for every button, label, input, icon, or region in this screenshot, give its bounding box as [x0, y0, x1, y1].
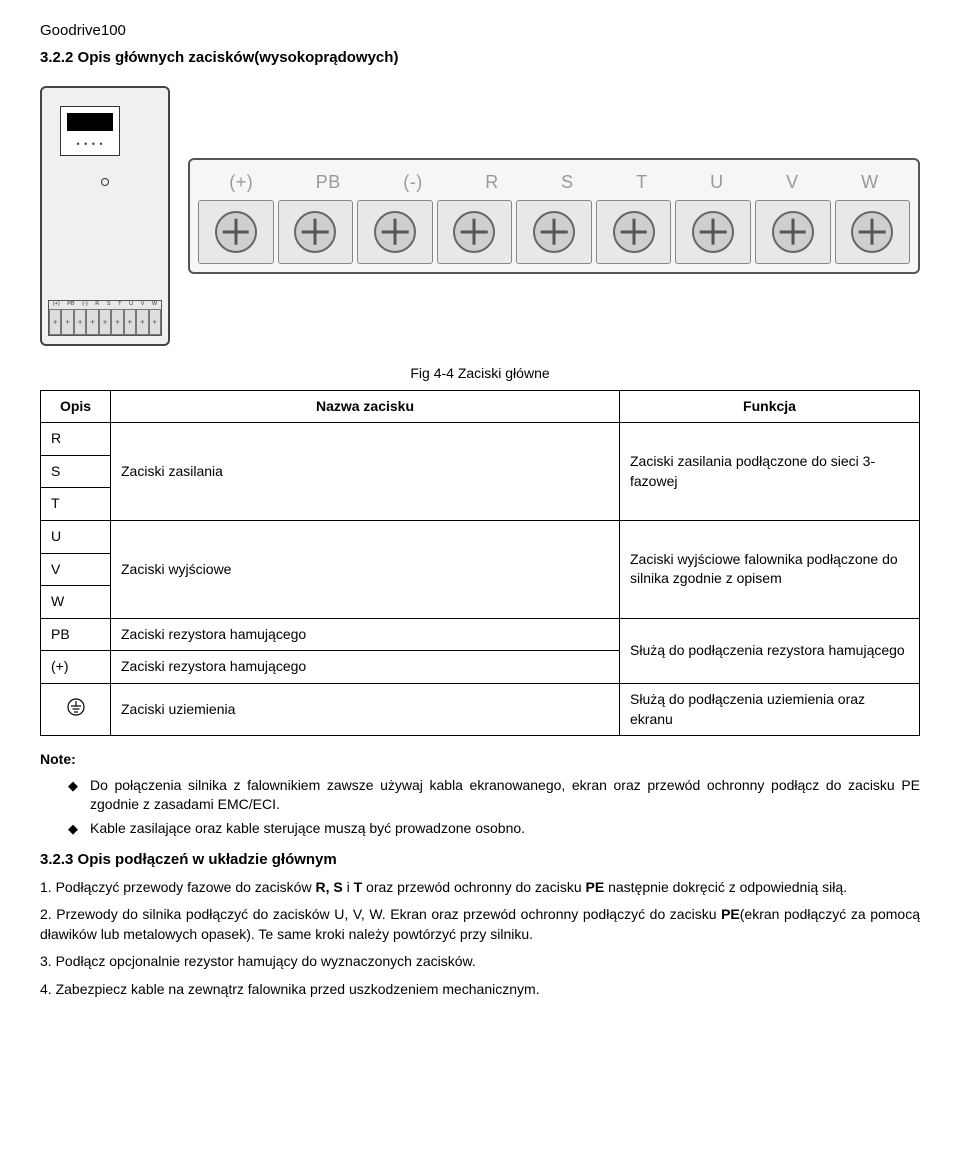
table-cell: Zaciski zasilania podłączone do sieci 3-…: [620, 423, 920, 521]
table-cell: U: [41, 520, 111, 553]
table-cell: V: [41, 553, 111, 586]
table-cell: Zaciski uziemienia: [111, 683, 620, 735]
section-title: 3.2.2 Opis głównych zacisków(wysokoprądo…: [40, 47, 920, 68]
table-cell: (+): [41, 651, 111, 684]
terminal-labels: (+) PB (-) R S T U V W: [198, 170, 910, 195]
table-cell: Służą do podłączenia uziemienia oraz ekr…: [620, 683, 920, 735]
subsection-title: 3.2.3 Opis podłączeń w układzie głównym: [40, 849, 920, 870]
screw-icon: [453, 211, 495, 253]
terminal-label: T: [636, 170, 648, 195]
table-cell-ground-symbol: [41, 683, 111, 735]
terminal-diagram: (+) PB (-) R S T U V W (+) PB (-) R S T …: [40, 86, 920, 346]
table-header-nazwa: Nazwa zacisku: [111, 390, 620, 423]
device-terminal-strip: (+) PB (-) R S T U V W: [48, 300, 162, 336]
screw-icon: [533, 211, 575, 253]
note-list: Do połączenia silnika z falownikiem zaws…: [68, 776, 920, 839]
paragraph: 3. Podłącz opcjonalnie rezystor hamujący…: [40, 952, 920, 972]
table-cell: Zaciski wyjściowe falownika podłączone d…: [620, 520, 920, 618]
terminal-label: V: [786, 170, 799, 195]
note-label: Note:: [40, 750, 920, 770]
paragraph: 1. Podłączyć przewody fazowe do zacisków…: [40, 878, 920, 898]
terminal-label: U: [710, 170, 724, 195]
terminal-label: R: [485, 170, 499, 195]
terminal-label: W: [861, 170, 879, 195]
figure-caption: Fig 4-4 Zaciski główne: [40, 364, 920, 384]
table-cell: R: [41, 423, 111, 456]
paragraph: 4. Zabezpiecz kable na zewnątrz falownik…: [40, 980, 920, 1000]
terminal-label: (-): [403, 170, 422, 195]
screw-icon: [613, 211, 655, 253]
table-cell: Zaciski rezystora hamującego: [111, 651, 620, 684]
table-cell: W: [41, 586, 111, 619]
product-header: Goodrive100: [40, 20, 920, 41]
terminal-label: S: [561, 170, 574, 195]
terminal-label: PB: [316, 170, 341, 195]
screw-icon: [374, 211, 416, 253]
terminal-block-closeup: (+) PB (-) R S T U V W: [188, 158, 920, 273]
table-cell: S: [41, 455, 111, 488]
table-cell: Zaciski wyjściowe: [111, 520, 620, 618]
screw-icon: [692, 211, 734, 253]
table-header-opis: Opis: [41, 390, 111, 423]
table-cell: Zaciski zasilania: [111, 423, 620, 521]
ground-icon: [67, 698, 85, 716]
terminal-label: (+): [229, 170, 253, 195]
device-display-icon: [60, 106, 120, 156]
device-screw-icon: [101, 178, 109, 186]
table-cell: Zaciski rezystora hamującego: [111, 618, 620, 651]
table-cell: PB: [41, 618, 111, 651]
list-item: Kable zasilające oraz kable sterujące mu…: [68, 819, 920, 839]
paragraph: 2. Przewody do silnika podłączyć do zaci…: [40, 905, 920, 944]
table-cell: Służą do podłączenia rezystora hamująceg…: [620, 618, 920, 683]
screw-icon: [215, 211, 257, 253]
table-cell: T: [41, 488, 111, 521]
table-header-funkcja: Funkcja: [620, 390, 920, 423]
inverter-device-drawing: (+) PB (-) R S T U V W: [40, 86, 170, 346]
terminal-screws-row: [198, 200, 910, 264]
device-terminal-labels: (+) PB (-) R S T U V W: [49, 301, 161, 309]
screw-icon: [772, 211, 814, 253]
screw-icon: [294, 211, 336, 253]
terminals-table: Opis Nazwa zacisku Funkcja R Zaciski zas…: [40, 390, 920, 737]
list-item: Do połączenia silnika z falownikiem zaws…: [68, 776, 920, 815]
screw-icon: [851, 211, 893, 253]
